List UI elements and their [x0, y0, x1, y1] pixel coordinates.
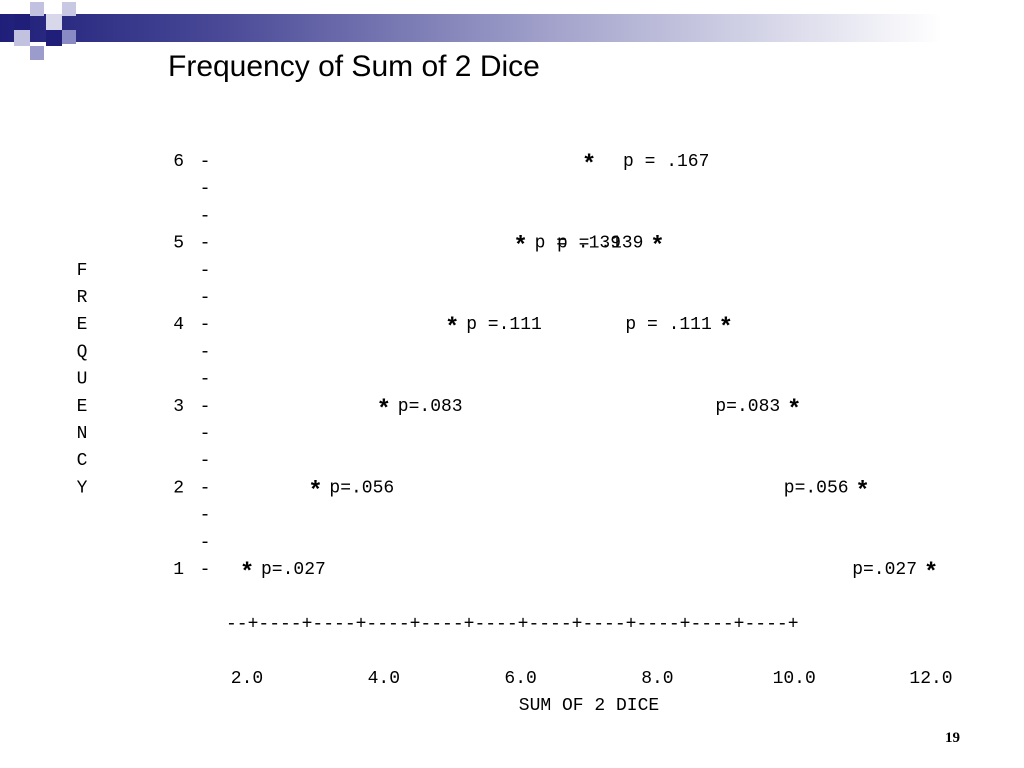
- data-point: *: [311, 475, 321, 502]
- data-point: *: [790, 394, 800, 421]
- y-axis-dash: -: [200, 152, 211, 172]
- point-label: p=.083: [715, 397, 780, 417]
- y-axis-label-letter: E: [77, 397, 88, 417]
- point-label: p=.083: [398, 397, 463, 417]
- data-point: *: [926, 557, 936, 584]
- point-label: p = .111: [625, 315, 711, 335]
- data-point: *: [858, 475, 868, 502]
- y-axis-dash: -: [200, 342, 211, 362]
- x-tick-label: 2.0: [231, 669, 263, 689]
- x-tick-label: 10.0: [773, 669, 816, 689]
- data-point: *: [242, 557, 252, 584]
- y-axis-dash: -: [200, 261, 211, 281]
- y-axis-dash: -: [200, 370, 211, 390]
- point-label: p=.056: [329, 478, 394, 498]
- y-axis-label-letter: U: [77, 370, 88, 390]
- point-label: p =.111: [466, 315, 542, 335]
- y-axis-dash: -: [200, 179, 211, 199]
- y-axis-dash: -: [200, 560, 211, 580]
- point-label: p = .139: [557, 234, 643, 254]
- deco-square: [14, 14, 30, 30]
- y-axis-dash: -: [200, 533, 211, 553]
- y-axis-dash: -: [200, 315, 211, 335]
- y-tick-label: 1: [173, 560, 184, 580]
- y-axis-label-letter: N: [77, 424, 88, 444]
- y-axis-label-letter: F: [77, 261, 88, 281]
- slide-number: 19: [945, 730, 960, 746]
- data-point: *: [721, 312, 731, 339]
- y-axis-dash: -: [200, 234, 211, 254]
- y-axis-dash: -: [200, 424, 211, 444]
- x-axis-label: SUM OF 2 DICE: [519, 696, 659, 716]
- y-tick-label: 6: [173, 152, 184, 172]
- y-axis-dash: -: [200, 478, 211, 498]
- y-axis-label-letter: R: [77, 288, 88, 308]
- header-gradient-bar: [0, 14, 1024, 42]
- x-tick-label: 4.0: [368, 669, 400, 689]
- data-point: *: [584, 149, 594, 176]
- y-tick-label: 5: [173, 234, 184, 254]
- data-point: *: [448, 312, 458, 339]
- point-label: p = .167: [623, 152, 709, 172]
- data-point: *: [516, 231, 526, 258]
- point-label: p = .139: [535, 234, 621, 254]
- x-axis-rule: --+----+----+----+----+----+----+----+--…: [226, 614, 799, 634]
- slide-title: Frequency of Sum of 2 Dice: [168, 50, 540, 83]
- y-axis-label-letter: Y: [77, 478, 88, 498]
- point-label: p=.027: [261, 560, 326, 580]
- y-axis-dash: -: [200, 506, 211, 526]
- data-point: *: [653, 231, 663, 258]
- deco-square: [46, 30, 62, 46]
- y-axis-dash: -: [200, 206, 211, 226]
- y-axis-label-letter: E: [77, 315, 88, 335]
- deco-square: [46, 14, 62, 30]
- y-tick-label: 3: [173, 397, 184, 417]
- deco-square: [30, 2, 44, 16]
- x-tick-label: 6.0: [504, 669, 536, 689]
- y-axis-label-letter: Q: [77, 342, 88, 362]
- x-tick-label: 12.0: [909, 669, 952, 689]
- y-tick-label: 2: [173, 478, 184, 498]
- point-label: p=.056: [784, 478, 849, 498]
- x-tick-label: 8.0: [641, 669, 673, 689]
- deco-square: [62, 2, 76, 16]
- y-axis-dash: -: [200, 397, 211, 417]
- deco-square: [14, 30, 30, 46]
- deco-square: [30, 46, 44, 60]
- y-axis-dash: -: [200, 451, 211, 471]
- point-label: p=.027: [852, 560, 917, 580]
- y-axis-label-letter: C: [77, 451, 88, 471]
- y-tick-label: 4: [173, 315, 184, 335]
- data-point: *: [379, 394, 389, 421]
- y-axis-dash: -: [200, 288, 211, 308]
- frequency-chart: ----------------654321FREQUENCY--+----+-…: [77, 149, 953, 716]
- deco-square: [62, 30, 76, 44]
